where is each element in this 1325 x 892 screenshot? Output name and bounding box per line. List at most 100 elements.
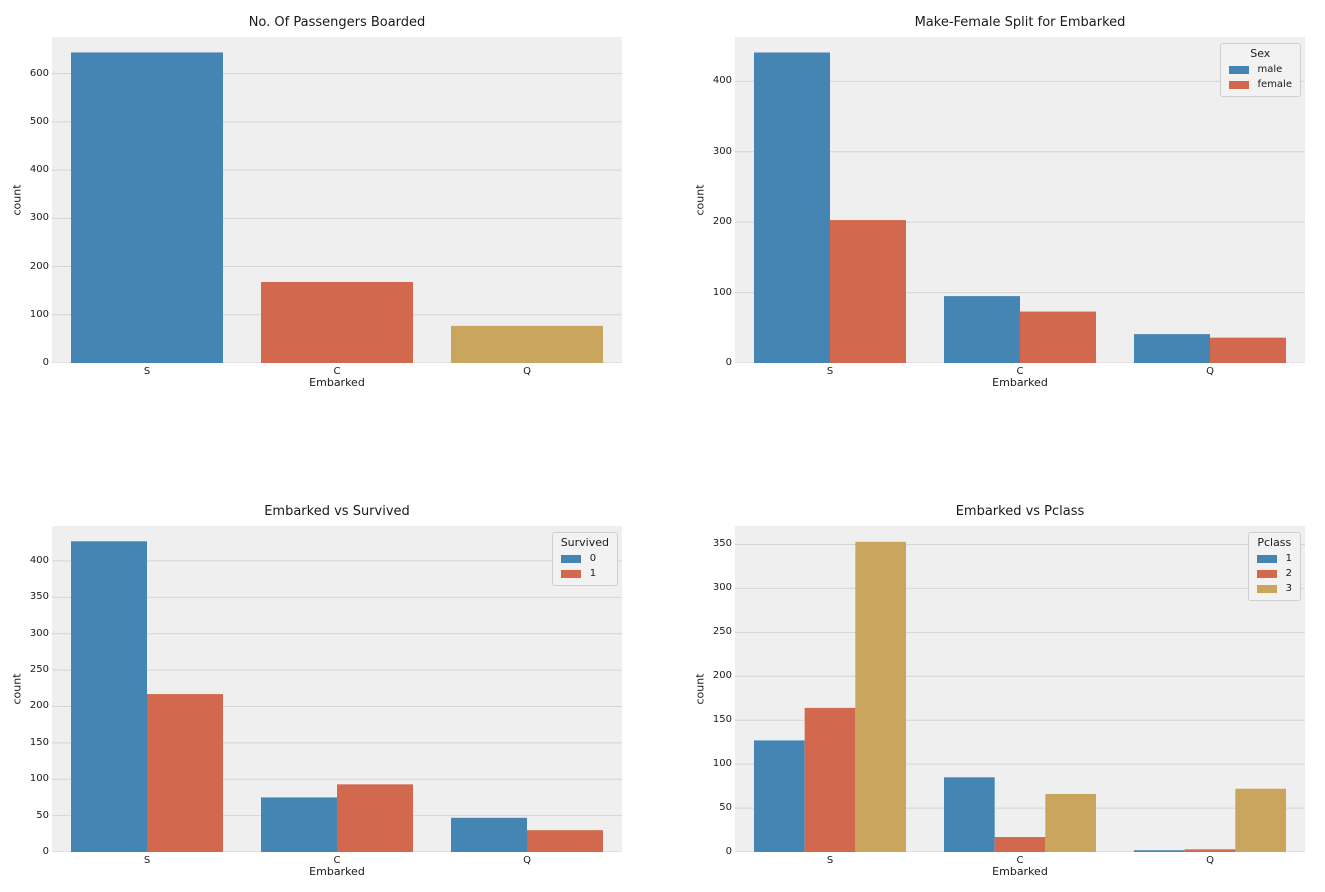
bar-Q-0 [451, 817, 527, 852]
chart-title: Embarked vs Pclass [955, 504, 1085, 519]
y-tick-label: 0 [725, 357, 732, 368]
legend-title: Pclass [1257, 536, 1292, 549]
y-tick-label: 0 [725, 846, 732, 857]
x-tick-label: C [1016, 855, 1024, 866]
x-tick-label: S [143, 855, 151, 866]
y-tick-label: 50 [719, 802, 732, 814]
bar-S-0 [71, 541, 147, 852]
y-axis-label: count [693, 184, 707, 216]
legend-swatch-icon [560, 555, 581, 563]
y-tick-label: 400 [29, 164, 49, 176]
y-tick-label: 100 [712, 286, 732, 298]
y-tick-label: 200 [712, 216, 732, 228]
legend-swatch-icon [560, 570, 581, 578]
y-tick-label: 400 [29, 554, 49, 566]
bars-canvas [735, 52, 1305, 363]
x-tick-label: S [826, 855, 834, 866]
y-tick-label: 350 [29, 591, 49, 603]
y-axis-label: count [10, 184, 24, 216]
chart-title: No. Of Passengers Boarded [248, 15, 426, 30]
legend-item-female: female [1228, 79, 1292, 91]
x-tick-label: Q [523, 855, 531, 866]
subplot-male-female-split: Make-Female Split for Embarked Sex male fe… [694, 15, 1305, 389]
legend-label: female [1257, 79, 1292, 90]
y-tick-label: 300 [712, 582, 732, 594]
bar-C-count [261, 281, 413, 363]
subplot-embarked-vs-pclass: Embarked vs Pclass Pclass 1 2 3 count Embar… [694, 504, 1305, 878]
bar-Q-1 [527, 830, 603, 852]
subplot-passengers-boarded: No. Of Passengers Boarded count Embarked… [11, 15, 622, 389]
bar-Q-3 [1235, 788, 1286, 852]
legend-label: 0 [589, 553, 597, 564]
bar-C-1 [944, 777, 995, 852]
legend-title: Survived [560, 536, 609, 549]
legend-item-0: 0 [560, 553, 609, 565]
bar-C-female [1020, 311, 1096, 363]
bar-S-male [754, 52, 830, 363]
y-tick-label: 200 [29, 700, 49, 712]
x-tick-label: S [826, 366, 834, 377]
bar-C-2 [994, 837, 1046, 852]
y-tick-label: 250 [29, 664, 49, 676]
x-axis-label: Embarked [992, 865, 1048, 878]
x-tick-label: Q [523, 366, 531, 377]
y-tick-label: 300 [712, 145, 732, 157]
bars-canvas [52, 52, 622, 363]
plot-area: Pclass 1 2 3 [735, 526, 1305, 852]
bar-C-0 [261, 797, 337, 852]
bar-S-1 [754, 740, 805, 852]
plot-area: Survived 0 1 [52, 526, 622, 852]
legend-swatch-icon [1256, 585, 1277, 593]
chart-title: Embarked vs Survived [264, 504, 410, 519]
legend-swatch-icon [1228, 81, 1249, 89]
bar-Q-male [1134, 334, 1210, 363]
legend: Sex male female [1219, 43, 1301, 97]
y-tick-label: 0 [42, 357, 49, 368]
x-tick-label: C [1016, 366, 1024, 377]
x-axis-label: Embarked [309, 376, 365, 389]
y-tick-label: 600 [29, 67, 49, 79]
legend-item-1: 1 [560, 568, 609, 580]
bar-S-2 [804, 707, 856, 852]
legend-label: 1 [589, 568, 597, 579]
legend: Survived 0 1 [551, 532, 618, 586]
legend-title: Sex [1250, 47, 1271, 60]
bar-S-female [830, 220, 906, 363]
bar-Q-count [451, 325, 603, 363]
legend-item-1: 1 [1256, 553, 1292, 565]
x-axis-label: Embarked [309, 865, 365, 878]
bar-C-3 [1045, 794, 1096, 852]
legend: Pclass 1 2 3 [1247, 532, 1301, 601]
plot-area [52, 37, 622, 363]
bar-S-count [71, 52, 223, 363]
bar-S-3 [855, 541, 906, 852]
legend-label: 2 [1285, 568, 1292, 579]
bar-Q-female [1210, 337, 1286, 363]
y-tick-label: 500 [29, 115, 49, 127]
legend-item-male: male [1228, 64, 1292, 76]
x-tick-label: C [333, 366, 341, 377]
legend-label: 3 [1285, 583, 1292, 594]
y-tick-label: 0 [42, 846, 49, 857]
y-tick-label: 400 [712, 75, 732, 87]
chart-title: Make-Female Split for Embarked [914, 15, 1126, 30]
y-tick-label: 100 [29, 773, 49, 785]
y-tick-label: 50 [36, 809, 49, 821]
legend-swatch-icon [1228, 66, 1249, 74]
x-tick-label: C [333, 855, 341, 866]
legend-item-3: 3 [1256, 583, 1292, 595]
legend-label: male [1257, 64, 1283, 75]
y-tick-label: 100 [29, 308, 49, 320]
y-tick-label: 150 [29, 736, 49, 748]
bar-S-1 [147, 694, 223, 852]
legend-item-2: 2 [1256, 568, 1292, 580]
y-tick-label: 150 [712, 714, 732, 726]
y-tick-label: 200 [712, 670, 732, 682]
bar-C-male [944, 296, 1020, 363]
x-tick-label: S [143, 366, 151, 377]
plot-area: Sex male female [735, 37, 1305, 363]
y-tick-label: 250 [712, 626, 732, 638]
legend-swatch-icon [1256, 570, 1277, 578]
x-axis-label: Embarked [992, 376, 1048, 389]
